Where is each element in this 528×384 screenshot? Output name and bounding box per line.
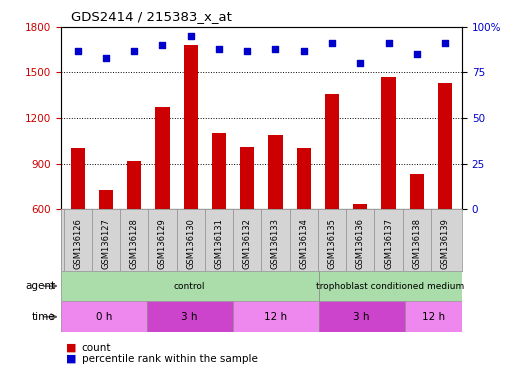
Bar	[404, 301, 462, 332]
Point	[158, 42, 167, 48]
Text: count: count	[82, 343, 111, 353]
Text: GSM136126: GSM136126	[73, 218, 82, 269]
Bar	[155, 108, 169, 209]
Text: GSM136135: GSM136135	[327, 218, 336, 269]
Point	[328, 40, 336, 46]
Point	[356, 60, 364, 66]
Text: 12 h: 12 h	[264, 312, 287, 322]
Text: trophoblast conditioned medium: trophoblast conditioned medium	[316, 281, 465, 291]
Text: 3 h: 3 h	[353, 312, 370, 322]
Bar	[184, 45, 198, 209]
Text: percentile rank within the sample: percentile rank within the sample	[82, 354, 258, 364]
Bar	[61, 271, 319, 301]
Point	[441, 40, 449, 46]
Text: GSM136127: GSM136127	[101, 218, 110, 269]
Text: GSM136134: GSM136134	[299, 218, 308, 269]
Point	[299, 48, 308, 54]
Point	[130, 48, 138, 54]
Bar	[268, 135, 282, 209]
Bar	[381, 77, 395, 209]
Bar	[319, 301, 404, 332]
Point	[215, 46, 223, 52]
Bar	[61, 301, 147, 332]
Bar	[240, 147, 254, 209]
Text: GSM136128: GSM136128	[130, 218, 139, 269]
Text: GSM136129: GSM136129	[158, 218, 167, 269]
Point	[384, 40, 393, 46]
Bar	[71, 149, 84, 209]
Bar	[297, 149, 311, 209]
Point	[412, 51, 421, 57]
Text: ■: ■	[66, 343, 77, 353]
Text: 12 h: 12 h	[422, 312, 445, 322]
Bar	[325, 94, 339, 209]
Point	[271, 46, 280, 52]
Text: GSM136133: GSM136133	[271, 218, 280, 270]
Bar	[410, 174, 424, 209]
Bar	[353, 204, 367, 209]
Point	[102, 55, 110, 61]
Text: GSM136132: GSM136132	[243, 218, 252, 269]
Point	[73, 48, 82, 54]
Text: GSM136138: GSM136138	[412, 218, 421, 270]
Text: agent: agent	[25, 281, 55, 291]
Text: GSM136136: GSM136136	[356, 218, 365, 270]
Text: 0 h: 0 h	[96, 312, 112, 322]
Bar	[212, 133, 226, 209]
Text: GSM136130: GSM136130	[186, 218, 195, 269]
Bar	[319, 271, 462, 301]
Bar	[99, 190, 113, 209]
Text: GSM136139: GSM136139	[440, 218, 449, 269]
Text: GDS2414 / 215383_x_at: GDS2414 / 215383_x_at	[71, 10, 232, 23]
Text: GSM136131: GSM136131	[214, 218, 223, 269]
Text: 3 h: 3 h	[182, 312, 198, 322]
Text: ■: ■	[66, 354, 77, 364]
Text: time: time	[32, 312, 55, 322]
Text: control: control	[174, 281, 205, 291]
Text: GSM136137: GSM136137	[384, 218, 393, 270]
Bar	[127, 161, 142, 209]
Bar	[233, 301, 319, 332]
Point	[186, 33, 195, 39]
Bar	[147, 301, 233, 332]
Point	[243, 48, 251, 54]
Bar	[438, 83, 452, 209]
